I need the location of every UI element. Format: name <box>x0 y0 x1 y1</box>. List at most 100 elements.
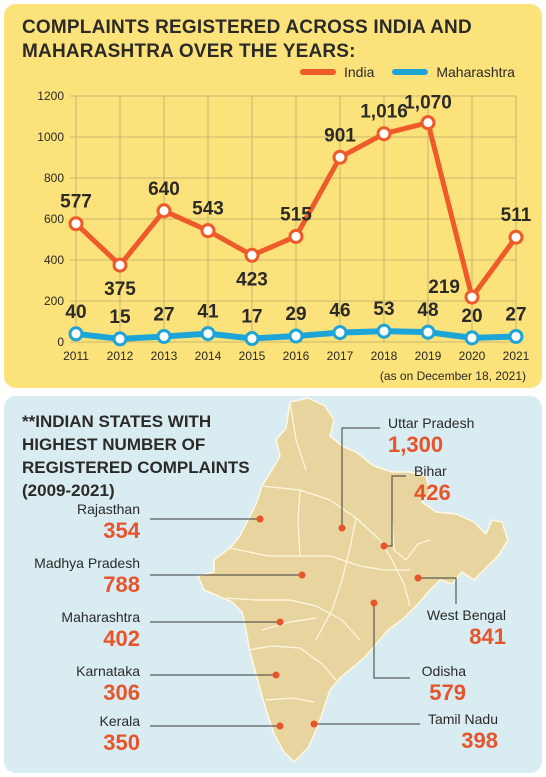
map-title-line-4: (2009-2021) <box>22 481 115 500</box>
state-name: Maharashtra <box>61 609 140 625</box>
data-point-maharashtra <box>376 323 392 339</box>
data-point-india <box>332 149 348 165</box>
state-border <box>229 547 410 571</box>
data-point-india <box>244 247 260 263</box>
x-tick-label: 2016 <box>283 349 310 363</box>
state-value: 354 <box>103 518 140 543</box>
legend-swatch-india <box>300 69 336 75</box>
state-name: Odisha <box>422 663 467 679</box>
x-tick-label: 2020 <box>459 349 486 363</box>
x-tick-label: 2011 <box>63 349 89 363</box>
state-border <box>265 697 315 703</box>
state-border <box>315 517 357 641</box>
state-border <box>289 401 307 471</box>
y-tick-label: 600 <box>44 212 64 226</box>
state-border <box>225 597 361 641</box>
state-marker <box>256 515 264 523</box>
chart-note: (as on December 18, 2021) <box>380 369 526 383</box>
state-marker <box>380 542 388 550</box>
leader-line <box>373 603 410 679</box>
state-value: 788 <box>103 572 140 597</box>
leader-line <box>384 475 406 547</box>
data-point-maharashtra <box>244 331 260 347</box>
data-label-maharashtra: 27 <box>153 304 174 325</box>
data-label-maharashtra: 27 <box>505 304 526 325</box>
data-label-maharashtra: 20 <box>461 306 482 327</box>
data-point-india <box>420 115 436 131</box>
data-label-india: 901 <box>324 125 356 146</box>
y-tick-label: 800 <box>44 171 64 185</box>
map-title-line-1: **INDIAN STATES WITH <box>22 412 212 431</box>
state-name: Uttar Pradesh <box>388 415 474 431</box>
data-label-india: 511 <box>501 205 532 226</box>
data-point-maharashtra <box>200 326 216 342</box>
y-tick-label: 200 <box>44 294 64 308</box>
state-value: 426 <box>414 480 451 505</box>
state-marker <box>276 722 284 730</box>
state-marker <box>370 599 378 607</box>
legend-swatch-maharashtra <box>392 69 429 75</box>
data-point-maharashtra <box>156 328 172 344</box>
chart-panel <box>4 4 542 388</box>
data-point-maharashtra <box>288 328 304 344</box>
legend-item-maharashtra: Maharashtra <box>392 64 515 80</box>
data-label-india: 543 <box>192 199 224 220</box>
data-label-maharashtra: 46 <box>329 301 350 322</box>
data-label-india: 219 <box>428 277 460 298</box>
map-title-line-3: REGISTERED COMPLAINTS <box>22 458 250 477</box>
india-map-outline <box>196 397 509 764</box>
state-marker <box>414 574 422 582</box>
state-marker <box>338 524 346 532</box>
x-tick-label: 2013 <box>151 349 178 363</box>
legend-item-india: India <box>300 64 374 80</box>
data-point-india <box>376 126 392 142</box>
x-tick-label: 2015 <box>239 349 266 363</box>
x-tick-label: 2018 <box>371 349 398 363</box>
state-name: Karnataka <box>76 663 140 679</box>
y-tick-label: 0 <box>57 335 64 349</box>
data-point-india <box>464 289 480 305</box>
data-point-india <box>156 203 172 219</box>
chart-legend: India Maharashtra <box>300 64 533 80</box>
data-point-india <box>200 223 216 239</box>
legend-label-india: India <box>344 64 375 80</box>
data-point-maharashtra <box>464 330 480 346</box>
data-label-maharashtra: 40 <box>65 302 86 323</box>
state-marker <box>298 571 306 579</box>
state-border <box>391 519 431 561</box>
chart-title-line-2: MAHARASHTRA OVER THE YEARS: <box>22 41 356 62</box>
data-label-maharashtra: 53 <box>373 299 394 320</box>
y-tick-label: 1000 <box>37 130 64 144</box>
state-value: 398 <box>461 728 498 753</box>
data-point-maharashtra <box>112 331 128 347</box>
data-point-maharashtra <box>420 324 436 340</box>
x-tick-label: 2019 <box>415 349 442 363</box>
chart-title-line-1: COMPLAINTS REGISTERED ACROSS INDIA AND <box>22 17 472 38</box>
data-point-india <box>68 216 84 232</box>
state-border <box>297 489 301 557</box>
x-tick-label: 2014 <box>195 349 222 363</box>
data-label-india: 1,016 <box>360 102 408 123</box>
data-point-maharashtra <box>508 328 524 344</box>
leader-line <box>341 427 380 528</box>
data-label-maharashtra: 17 <box>241 307 262 328</box>
data-label-maharashtra: 15 <box>109 307 131 328</box>
state-borders <box>225 401 431 703</box>
data-label-india: 1,070 <box>404 93 452 114</box>
chart-title: COMPLAINTS REGISTERED ACROSS INDIA AND M… <box>22 16 472 64</box>
data-point-india <box>112 257 128 273</box>
data-point-india <box>288 228 304 244</box>
state-name: Bihar <box>414 463 447 479</box>
data-label-india: 640 <box>148 179 180 200</box>
state-value: 1,300 <box>388 432 443 457</box>
state-border <box>261 617 317 631</box>
data-label-maharashtra: 29 <box>285 304 306 325</box>
state-border <box>261 485 411 607</box>
data-label-maharashtra: 41 <box>197 302 219 323</box>
state-value: 841 <box>469 624 506 649</box>
map-title: **INDIAN STATES WITH HIGHEST NUMBER OF R… <box>22 410 250 502</box>
state-value: 402 <box>103 626 140 651</box>
state-marker <box>310 720 318 728</box>
